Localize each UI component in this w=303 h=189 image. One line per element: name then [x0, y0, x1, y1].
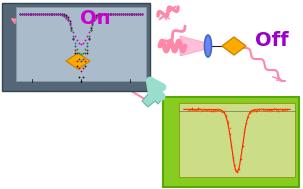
Text: Off: Off [255, 32, 289, 50]
Ellipse shape [205, 35, 211, 57]
Polygon shape [142, 89, 162, 107]
Text: On: On [80, 9, 110, 29]
FancyBboxPatch shape [16, 7, 146, 81]
FancyBboxPatch shape [2, 3, 150, 91]
FancyBboxPatch shape [179, 103, 295, 177]
Polygon shape [66, 53, 90, 69]
FancyBboxPatch shape [163, 97, 299, 187]
Polygon shape [222, 37, 246, 55]
Polygon shape [180, 36, 207, 56]
